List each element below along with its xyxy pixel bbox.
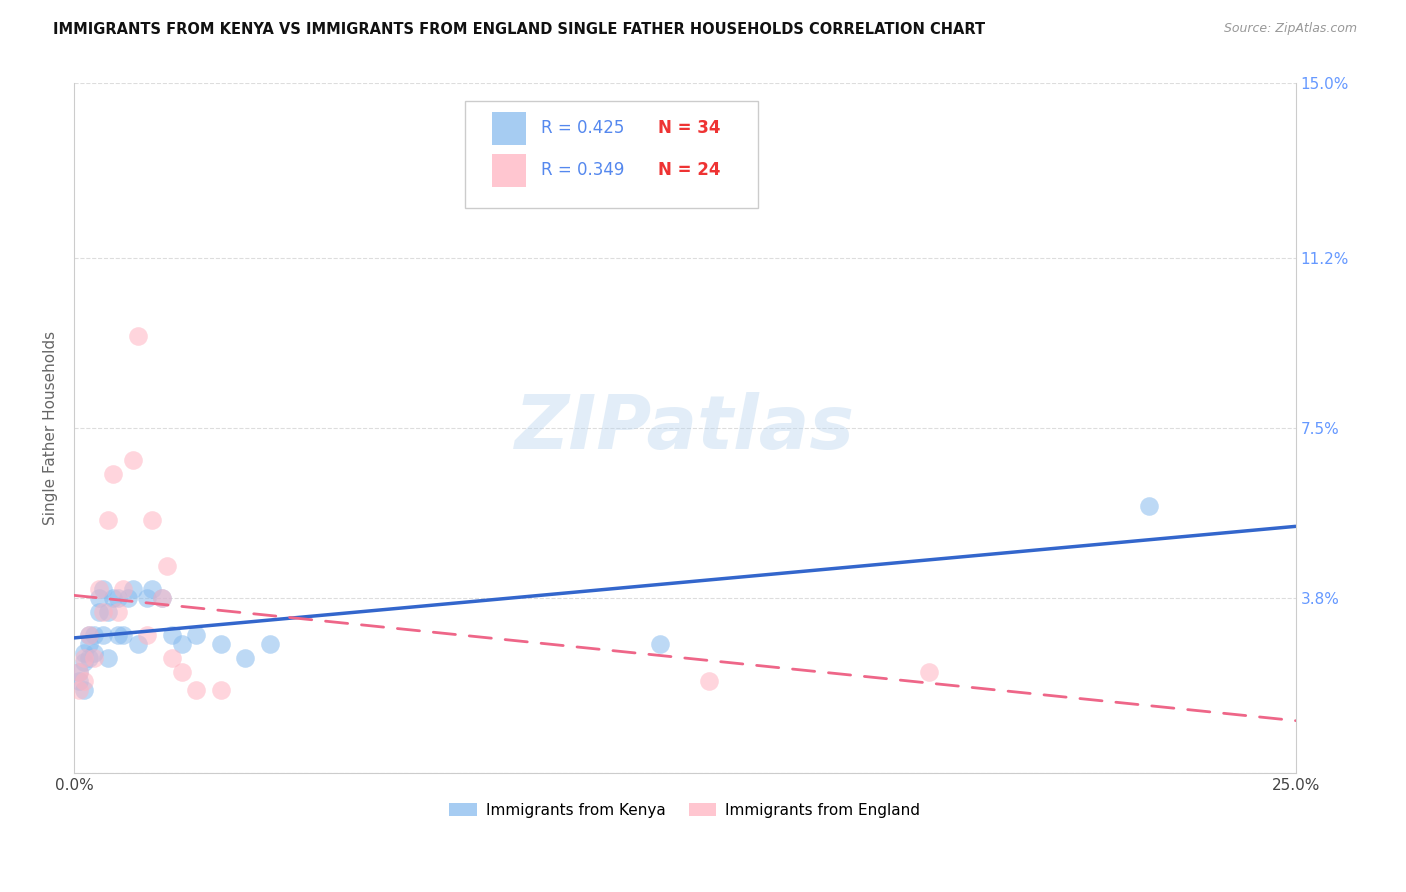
- Point: [127, 637, 149, 651]
- Point: [259, 637, 281, 651]
- Point: [67, 665, 90, 679]
- Point: [73, 683, 96, 698]
- Point: [101, 467, 124, 481]
- Text: IMMIGRANTS FROM KENYA VS IMMIGRANTS FROM ENGLAND SINGLE FATHER HOUSEHOLDS CORREL: IMMIGRANTS FROM KENYA VS IMMIGRANTS FROM…: [53, 22, 986, 37]
- Point: [97, 605, 120, 619]
- Point: [121, 582, 143, 596]
- Text: R = 0.425: R = 0.425: [541, 120, 624, 137]
- Point: [117, 591, 139, 606]
- Point: [170, 637, 193, 651]
- Point: [918, 665, 941, 679]
- Point: [136, 591, 159, 606]
- Point: [73, 656, 96, 670]
- Point: [97, 513, 120, 527]
- Point: [87, 582, 110, 596]
- Point: [73, 646, 96, 660]
- Point: [156, 558, 179, 573]
- Point: [93, 605, 115, 619]
- Point: [186, 628, 208, 642]
- Point: [141, 582, 163, 596]
- Point: [87, 591, 110, 606]
- Point: [77, 628, 100, 642]
- Y-axis label: Single Father Households: Single Father Households: [44, 331, 58, 525]
- Point: [160, 628, 183, 642]
- Point: [73, 651, 96, 665]
- Point: [93, 582, 115, 596]
- Point: [101, 591, 124, 606]
- Text: ZIPatlas: ZIPatlas: [515, 392, 855, 465]
- Bar: [492, 112, 526, 145]
- Point: [67, 665, 90, 679]
- Point: [150, 591, 173, 606]
- Point: [650, 637, 672, 651]
- Text: R = 0.349: R = 0.349: [541, 161, 624, 179]
- Point: [111, 628, 134, 642]
- Point: [150, 591, 173, 606]
- Point: [136, 628, 159, 642]
- Point: [107, 605, 129, 619]
- Point: [83, 651, 105, 665]
- Point: [121, 453, 143, 467]
- Point: [77, 628, 100, 642]
- Point: [209, 637, 232, 651]
- Point: [111, 582, 134, 596]
- Point: [93, 628, 115, 642]
- Point: [83, 628, 105, 642]
- Point: [97, 651, 120, 665]
- Point: [186, 683, 208, 698]
- Point: [170, 665, 193, 679]
- Legend: Immigrants from Kenya, Immigrants from England: Immigrants from Kenya, Immigrants from E…: [443, 797, 927, 823]
- Point: [77, 637, 100, 651]
- Point: [127, 329, 149, 343]
- Point: [107, 591, 129, 606]
- Text: Source: ZipAtlas.com: Source: ZipAtlas.com: [1223, 22, 1357, 36]
- Point: [209, 683, 232, 698]
- Text: N = 24: N = 24: [658, 161, 720, 179]
- Point: [87, 605, 110, 619]
- Point: [160, 651, 183, 665]
- Point: [67, 673, 90, 688]
- Point: [83, 646, 105, 660]
- Bar: [492, 153, 526, 186]
- Point: [697, 673, 720, 688]
- Point: [73, 673, 96, 688]
- Point: [67, 683, 90, 698]
- Point: [233, 651, 256, 665]
- Point: [1137, 499, 1160, 513]
- Text: N = 34: N = 34: [658, 120, 720, 137]
- FancyBboxPatch shape: [465, 101, 758, 208]
- Point: [77, 651, 100, 665]
- Point: [107, 628, 129, 642]
- Point: [141, 513, 163, 527]
